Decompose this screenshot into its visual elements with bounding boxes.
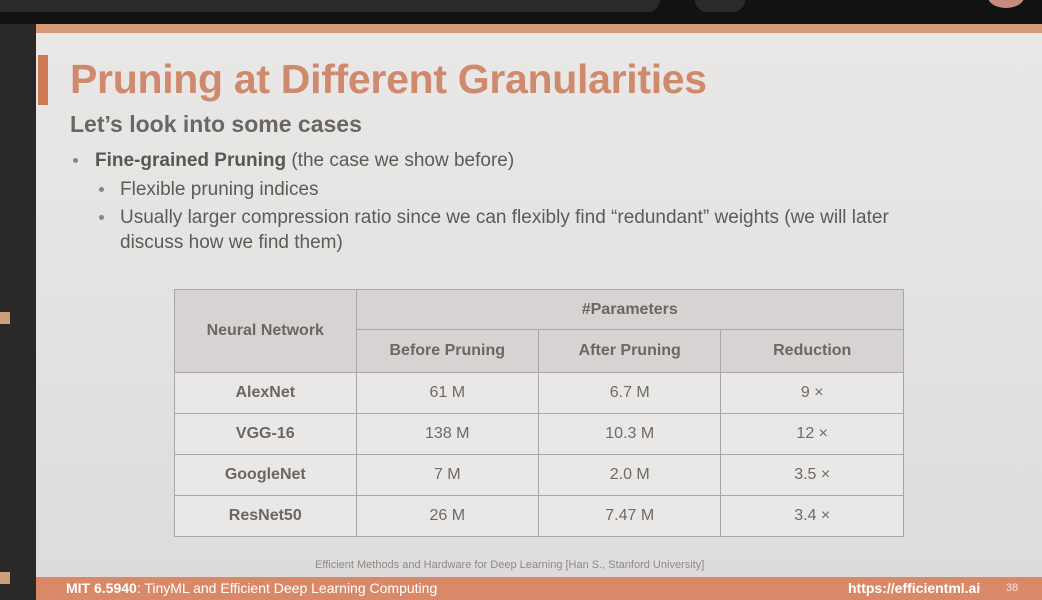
sub-bullet-text: Usually larger compression ratio since w… (120, 207, 889, 228)
cell-before: 7 M (355, 454, 540, 496)
course-name: : TinyML and Efficient Deep Learning Com… (136, 580, 438, 596)
avatar[interactable] (988, 0, 1024, 8)
header-neural-network: Neural Network (174, 289, 357, 373)
cell-network: GoogleNet (174, 454, 357, 496)
sub-bullet-text-continued: discuss how we find them) (120, 232, 343, 253)
cell-after: 6.7 M (537, 372, 722, 414)
header-parameters: #Parameters (355, 289, 905, 330)
slide-title: Pruning at Different Granularities (70, 56, 707, 102)
bullet-text: (the case we show before) (286, 150, 515, 171)
footer-url-link[interactable]: https://efficientml.ai (848, 580, 981, 596)
cell-network: AlexNet (174, 372, 357, 414)
slide-top-border (36, 24, 1042, 33)
sub-bullet-dot (99, 187, 104, 192)
course-code: MIT 6.5940 (66, 580, 137, 596)
cell-reduction: 3.5 × (720, 454, 904, 496)
cell-before: 138 M (355, 413, 540, 455)
cell-before: 26 M (355, 495, 540, 537)
sub-bullet-dot (99, 215, 104, 220)
bullet-bold-text: Fine-grained Pruning (95, 150, 287, 171)
table-row: GoogleNet 7 M 2.0 M 3.5 × (174, 454, 904, 496)
top-bar-shape (0, 0, 660, 12)
header-before-pruning: Before Pruning (355, 329, 540, 373)
cell-after: 2.0 M (537, 454, 722, 496)
video-top-bar (0, 0, 1042, 24)
cell-after: 7.47 M (537, 495, 722, 537)
parameters-table: Neural Network #Parameters Before Prunin… (174, 289, 905, 537)
course-title: MIT 6.5940: TinyML and Efficient Deep Le… (66, 580, 437, 596)
sub-bullet-text: Flexible pruning indices (120, 179, 319, 200)
slide-subtitle: Let’s look into some cases (70, 111, 362, 137)
cell-network: ResNet50 (174, 495, 357, 537)
title-accent-bar (38, 55, 48, 105)
cell-reduction: 3.4 × (720, 495, 904, 537)
left-edge-background (0, 24, 36, 600)
cell-reduction: 12 × (720, 413, 904, 455)
edge-mark (0, 572, 10, 584)
table-row: VGG-16 138 M 10.3 M 12 × (174, 413, 904, 455)
table-row: AlexNet 61 M 6.7 M 9 × (174, 372, 904, 414)
cell-reduction: 9 × (720, 372, 904, 414)
slide: Pruning at Different Granularities Let’s… (36, 24, 1042, 577)
header-reduction: Reduction (720, 329, 904, 373)
bullet-fine-grained: Fine-grained Pruning (the case we show b… (95, 150, 514, 172)
cell-after: 10.3 M (537, 413, 722, 455)
top-bar-button[interactable] (695, 0, 745, 12)
cell-network: VGG-16 (174, 413, 357, 455)
table-row: ResNet50 26 M 7.47 M 3.4 × (174, 495, 904, 537)
bullet-dot (73, 158, 78, 163)
citation: Efficient Methods and Hardware for Deep … (315, 559, 705, 571)
slide-footer: MIT 6.5940: TinyML and Efficient Deep Le… (36, 577, 1042, 600)
edge-mark (0, 312, 10, 324)
cell-before: 61 M (355, 372, 540, 414)
page-number: 38 (1006, 582, 1019, 594)
header-after-pruning: After Pruning (537, 329, 722, 373)
